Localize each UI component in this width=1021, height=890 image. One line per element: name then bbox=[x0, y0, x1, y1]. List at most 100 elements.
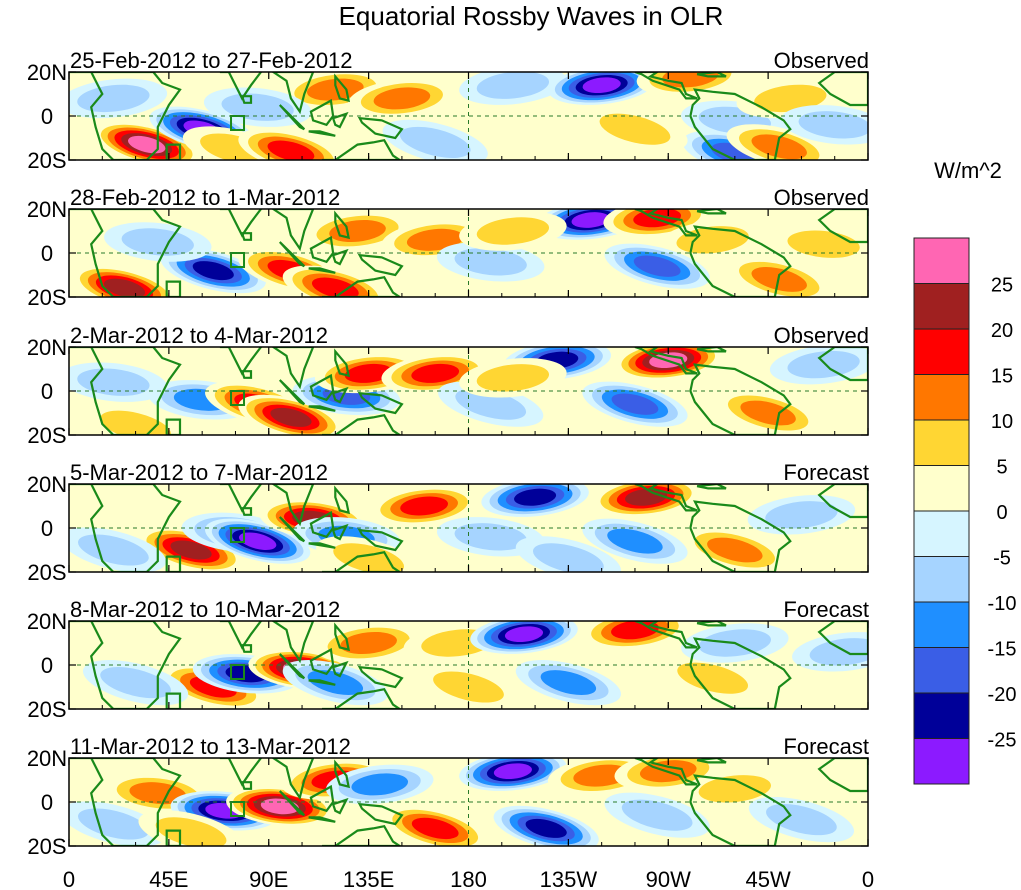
coastline bbox=[689, 500, 792, 572]
panel-status-label: Observed bbox=[774, 48, 869, 73]
x-tick-label: 135W bbox=[540, 867, 598, 890]
coastline bbox=[309, 98, 335, 127]
coastline bbox=[334, 210, 351, 240]
contour-fill bbox=[476, 364, 550, 392]
panel-status-label: Forecast bbox=[783, 734, 869, 759]
coastline bbox=[69, 72, 182, 160]
anomaly-blob bbox=[436, 242, 545, 282]
coastline bbox=[331, 386, 349, 404]
contour-fill bbox=[611, 393, 659, 415]
contour-fill bbox=[454, 523, 527, 551]
contour-fill bbox=[787, 350, 860, 379]
panel-date-range: 5-Mar-2012 to 7-Mar-2012 bbox=[70, 460, 328, 485]
anomaly-blob bbox=[138, 810, 244, 846]
anomaly-blob bbox=[604, 792, 710, 838]
coastline bbox=[165, 692, 182, 709]
contour-fill bbox=[311, 277, 359, 297]
coastline bbox=[240, 781, 253, 790]
anomaly-blob bbox=[459, 358, 567, 398]
coastline bbox=[308, 130, 336, 137]
contour-fill bbox=[333, 543, 404, 572]
contour-fill bbox=[340, 631, 397, 655]
colorbar-tick-label: 10 bbox=[991, 411, 1013, 433]
anomaly-blob bbox=[769, 347, 868, 385]
colorbar-tick-label: 0 bbox=[996, 502, 1007, 524]
coastline bbox=[817, 621, 868, 656]
coastline bbox=[634, 758, 698, 786]
anomaly-blob bbox=[515, 536, 621, 572]
contour-fill bbox=[476, 72, 550, 99]
anomaly-blob bbox=[715, 390, 821, 435]
coastline bbox=[69, 484, 182, 572]
panel-4: 20N 0 20S 5-Mar-2012 to 7-Mar-2012 Forecast bbox=[27, 460, 869, 585]
contour-fill bbox=[533, 543, 604, 572]
coastline bbox=[278, 104, 306, 131]
anomaly-blob bbox=[547, 72, 656, 105]
coastline bbox=[357, 528, 404, 552]
anomaly-blob bbox=[459, 211, 567, 251]
coastline bbox=[817, 209, 868, 244]
coastline bbox=[309, 510, 335, 539]
contour-fill bbox=[740, 400, 796, 426]
y-tick-label: 20S bbox=[27, 834, 66, 859]
coastline bbox=[278, 653, 306, 680]
colorbar-unit-label: W/m^2 bbox=[934, 158, 1002, 183]
coastline bbox=[309, 784, 335, 813]
x-tick-label: 90E bbox=[249, 867, 288, 890]
contour-fill bbox=[633, 255, 681, 277]
contour-fill bbox=[621, 799, 693, 831]
anomaly-blob bbox=[382, 805, 488, 846]
coastline bbox=[308, 267, 336, 274]
coastline bbox=[334, 622, 351, 652]
x-tick-label: 90W bbox=[646, 867, 691, 890]
anomaly-blob bbox=[592, 484, 700, 517]
anomaly-blob bbox=[69, 78, 168, 119]
panel-status-label: Observed bbox=[774, 323, 869, 348]
coastline bbox=[308, 679, 336, 686]
coastline bbox=[271, 484, 315, 527]
panels: 20N 0 20S 25-Feb-2012 to 27-Feb-2012 Observe… bbox=[27, 48, 869, 859]
anomaly-blob bbox=[382, 119, 488, 160]
coastline bbox=[69, 347, 182, 435]
contour-fill bbox=[373, 87, 431, 110]
anomaly-blob bbox=[82, 660, 189, 706]
coastline bbox=[165, 418, 182, 435]
coastline bbox=[165, 555, 182, 572]
coastline bbox=[689, 225, 792, 297]
coastline bbox=[240, 370, 253, 379]
anomaly-blob bbox=[348, 78, 456, 119]
coastlines bbox=[69, 484, 868, 572]
coastline bbox=[309, 235, 335, 264]
colorbar-swatch bbox=[913, 556, 970, 603]
contour-fill bbox=[411, 817, 459, 840]
contour-fill bbox=[514, 488, 557, 506]
x-tick-label: 0 bbox=[63, 867, 75, 890]
contour-fill bbox=[676, 226, 749, 254]
anomaly-blob bbox=[604, 243, 710, 289]
colorbar-swatch bbox=[913, 738, 970, 785]
coastline bbox=[634, 484, 698, 512]
contour-fill bbox=[77, 368, 150, 396]
coastline bbox=[69, 758, 182, 846]
y-tick-label: 20N bbox=[27, 197, 67, 222]
coastline bbox=[309, 647, 335, 676]
y-tick-label: 20N bbox=[27, 609, 67, 634]
colorbar-tick-label: 25 bbox=[991, 275, 1013, 297]
contour-fill bbox=[707, 537, 763, 563]
contour-fill bbox=[677, 662, 749, 694]
coastline bbox=[165, 143, 182, 160]
coastline bbox=[334, 485, 351, 515]
coastline bbox=[278, 516, 306, 543]
coastline bbox=[634, 209, 698, 237]
y-tick-label: 0 bbox=[41, 790, 53, 815]
coastline bbox=[331, 523, 349, 541]
coastline bbox=[331, 660, 349, 678]
x-tick-label: 45W bbox=[746, 867, 791, 890]
contour-fill bbox=[751, 134, 807, 160]
y-tick-label: 0 bbox=[41, 241, 53, 266]
colorbar-swatch bbox=[913, 328, 970, 375]
contour-fill bbox=[411, 363, 460, 383]
coastline bbox=[357, 665, 404, 689]
coastline bbox=[219, 72, 263, 101]
